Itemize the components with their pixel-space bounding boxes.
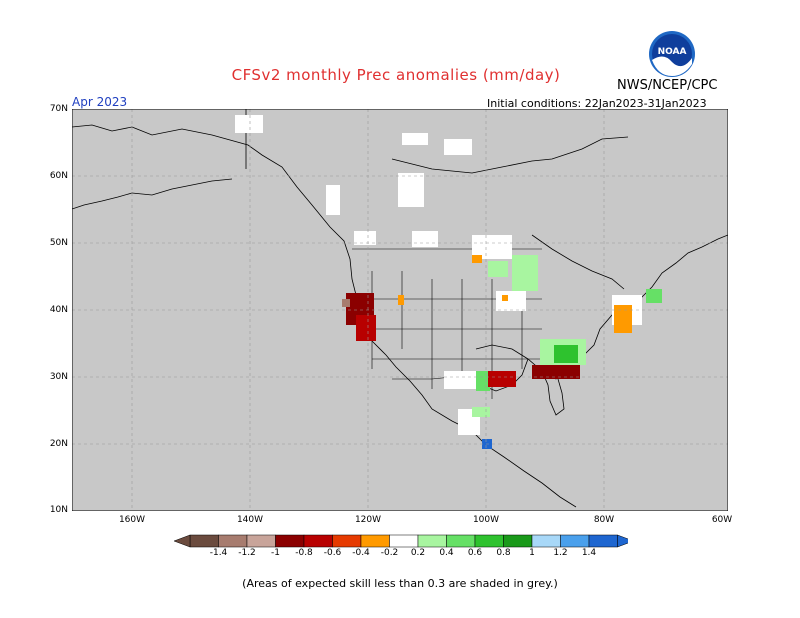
colorbar-tick-label: -1.4 [209,548,228,558]
colorbar-cell [246,534,276,548]
colorbar-cell [531,534,561,548]
lon-label: 100W [472,515,500,525]
forecast-month: Apr 2023 [72,95,128,109]
lat-label: 20N [49,439,68,449]
lon-label: 120W [354,515,382,525]
colorbar-cell [417,534,447,548]
lat-label: 10N [49,505,68,515]
colorbar-cell [303,534,333,548]
noaa-logo: NOAA [649,31,695,77]
colorbar-tick-label: 0.6 [467,548,483,558]
map-title: CFSv2 monthly Prec anomalies (mm/day) [231,66,561,84]
colorbar [173,534,628,548]
lon-label: 60W [711,515,733,525]
colorbar-cell [389,534,419,548]
colorbar-tick-label: -0.8 [295,548,313,558]
colorbar-tick-label: 1.2 [553,548,568,558]
graticule [72,109,728,511]
lat-label: 70N [49,104,68,114]
dry-anomalies [342,255,632,387]
lat-label: 60N [49,171,68,181]
colorbar-cell [474,534,504,548]
colorbar-cell [560,534,590,548]
colorbar-high-arrow [617,534,628,548]
wet-anomalies [472,255,662,417]
colorbar-tick-label: 0.4 [439,548,454,558]
colorbar-tick-label: -1.2 [238,548,256,558]
colorbar-tick-label: 0.8 [496,548,511,558]
lon-label: 160W [118,515,146,525]
colorbar-cell [189,534,219,548]
colorbar-tick-label: -0.4 [352,548,370,558]
lat-label: 30N [49,372,68,382]
colorbar-cell [218,534,248,548]
colorbar-tick-label: -1 [271,548,280,558]
lat-label: 40N [49,305,68,315]
colorbar-tick-label: -0.2 [380,548,399,558]
colorbar-low-arrow [173,534,191,548]
colorbar-tick-label: 0.2 [410,548,426,558]
colorbar-cell [588,534,618,548]
colorbar-tick-label: -0.6 [323,548,342,558]
lon-label: 80W [593,515,615,525]
lon-label: 140W [236,515,264,525]
colorbar-cell [503,534,533,548]
anomaly-map [72,109,728,511]
colorbar-cell [275,534,305,548]
initial-conditions: Initial conditions: 22Jan2023-31Jan2023 [487,97,707,110]
colorbar-cell [360,534,390,548]
colorbar-cell [332,534,362,548]
svg-text:NOAA: NOAA [658,47,687,57]
colorbar-tick-label: 1 [529,548,535,558]
agency-label: NWS/NCEP/CPC [617,78,718,93]
lat-label: 50N [49,238,68,248]
colorbar-tick-label: 1.4 [581,548,597,558]
colorbar-cell [446,534,476,548]
footnote: (Areas of expected skill less than 0.3 a… [242,577,558,590]
